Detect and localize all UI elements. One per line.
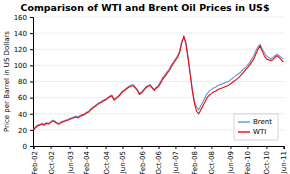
x-tick-mark <box>283 146 284 149</box>
x-tick-mark <box>159 146 160 149</box>
y-tick: 0 <box>23 143 33 151</box>
x-tick-label: Oct-02 <box>48 151 56 174</box>
x-tick-mark <box>123 146 124 149</box>
grid-line <box>33 33 284 34</box>
grid <box>33 17 284 146</box>
x-tick-label: Jun-03 <box>67 151 75 174</box>
y-tick-label: 100 <box>14 62 27 70</box>
x-tick: Oct-04 <box>103 146 111 174</box>
grid-line <box>33 97 284 98</box>
x-tick: Oct-08 <box>208 146 216 174</box>
x-tick: Oct-10 <box>263 146 271 174</box>
x-tick-mark <box>34 146 35 149</box>
x-tick: Feb-06 <box>139 146 147 174</box>
y-tick: 80 <box>18 78 33 86</box>
y-tick-mark <box>30 65 33 66</box>
legend-label: Brent <box>253 118 272 126</box>
x-tick-label: Feb-06 <box>139 150 147 174</box>
y-axis-line <box>30 18 34 147</box>
title: Comparison of WTI and Brent Oil Prices i… <box>20 2 269 13</box>
legend-swatch <box>238 121 250 122</box>
x-tick: Feb-02 <box>31 146 39 174</box>
y-tick-mark <box>30 130 33 131</box>
x-tick: Jun-03 <box>67 146 75 174</box>
x-axis: Feb-02 Oct-02 Jun-03 Feb-04 Oct-04 Jun-05 Feb-… <box>31 146 289 174</box>
x-tick-mark <box>194 146 195 149</box>
x-tick-label: Feb-04 <box>83 150 91 174</box>
x-tick-mark <box>211 146 212 149</box>
y-tick: 140 <box>14 30 33 38</box>
x-tick-label: Jun-07 <box>172 151 180 174</box>
y-axis: 0 20 40 60 80 100 120 140 160 <box>14 14 34 151</box>
x-tick: Oct-02 <box>48 146 56 174</box>
y-tick-label: 60 <box>18 94 27 102</box>
chart: 020406080100120140160Feb-02Oct-02Jun-03F… <box>0 0 290 174</box>
x-tick-mark <box>87 146 88 149</box>
plot: 020406080100120140160Feb-02Oct-02Jun-03F… <box>14 14 289 174</box>
x-tick: Jun-09 <box>227 146 235 174</box>
y-tick-label: 40 <box>18 110 27 118</box>
x-tick-mark <box>230 146 231 149</box>
y-tick: 100 <box>14 62 33 70</box>
y-tick-label: 120 <box>14 46 27 54</box>
legend-swatch <box>238 131 250 132</box>
x-tick-label: Feb-08 <box>191 151 199 174</box>
y-tick: 160 <box>14 14 33 22</box>
x-tick: Jun-07 <box>172 146 180 174</box>
x-tick: Feb-04 <box>83 146 91 174</box>
x-tick-label: Feb-02 <box>31 151 39 174</box>
y-tick: 120 <box>14 46 33 54</box>
x-axis-line <box>34 147 285 150</box>
x-tick-label: Oct-06 <box>155 150 163 174</box>
x-tick: Feb-10 <box>244 146 252 174</box>
y-tick-mark <box>30 82 33 83</box>
y-tick-label: 80 <box>18 78 27 86</box>
y-tick-label: 160 <box>14 14 27 22</box>
grid-line <box>33 17 284 18</box>
x-tick-label: Feb-10 <box>244 151 252 174</box>
y-tick: 40 <box>18 110 33 118</box>
x-tick: Oct-06 <box>155 146 163 174</box>
x-tick-mark <box>142 146 143 149</box>
x-tick: Jun-05 <box>119 146 127 174</box>
x-tick-label: Jun-11 <box>280 151 288 174</box>
x-tick-label: Oct-08 <box>208 151 216 174</box>
y-tick: 20 <box>18 127 33 135</box>
y-tick-mark <box>30 146 33 147</box>
y-tick-label: 0 <box>23 143 27 151</box>
y-tick-mark <box>30 33 33 34</box>
x-tick: Feb-08 <box>191 146 199 174</box>
y-tick-mark <box>30 98 33 99</box>
x-tick-mark <box>175 146 176 149</box>
legend: Brent WTI <box>234 114 278 140</box>
grid-line <box>33 81 284 82</box>
grid-line <box>33 65 284 66</box>
x-tick-label: Oct-04 <box>103 150 111 174</box>
x-tick-mark <box>51 146 52 149</box>
x-tick-mark <box>266 146 267 149</box>
legend-label: WTI <box>253 128 266 136</box>
y-tick-label: 140 <box>14 30 27 38</box>
x-tick-mark <box>70 146 71 149</box>
y-tick-mark <box>30 49 33 50</box>
grid-line <box>33 49 284 50</box>
x-tick: Jun-11 <box>280 146 288 174</box>
x-tick-label: Jun-05 <box>119 151 127 174</box>
y-axis-title: Price per Barrel in US Dollars <box>3 31 11 132</box>
y-tick: 60 <box>18 94 33 102</box>
y-tick-mark <box>30 114 33 115</box>
x-tick-label: Oct-10 <box>263 151 271 174</box>
x-tick-mark <box>106 146 107 149</box>
x-tick-label: Jun-09 <box>227 151 235 174</box>
legend-frame <box>234 114 278 140</box>
y-tick-label: 20 <box>18 127 27 135</box>
y-tick-mark <box>30 17 33 18</box>
x-tick-mark <box>247 146 248 149</box>
